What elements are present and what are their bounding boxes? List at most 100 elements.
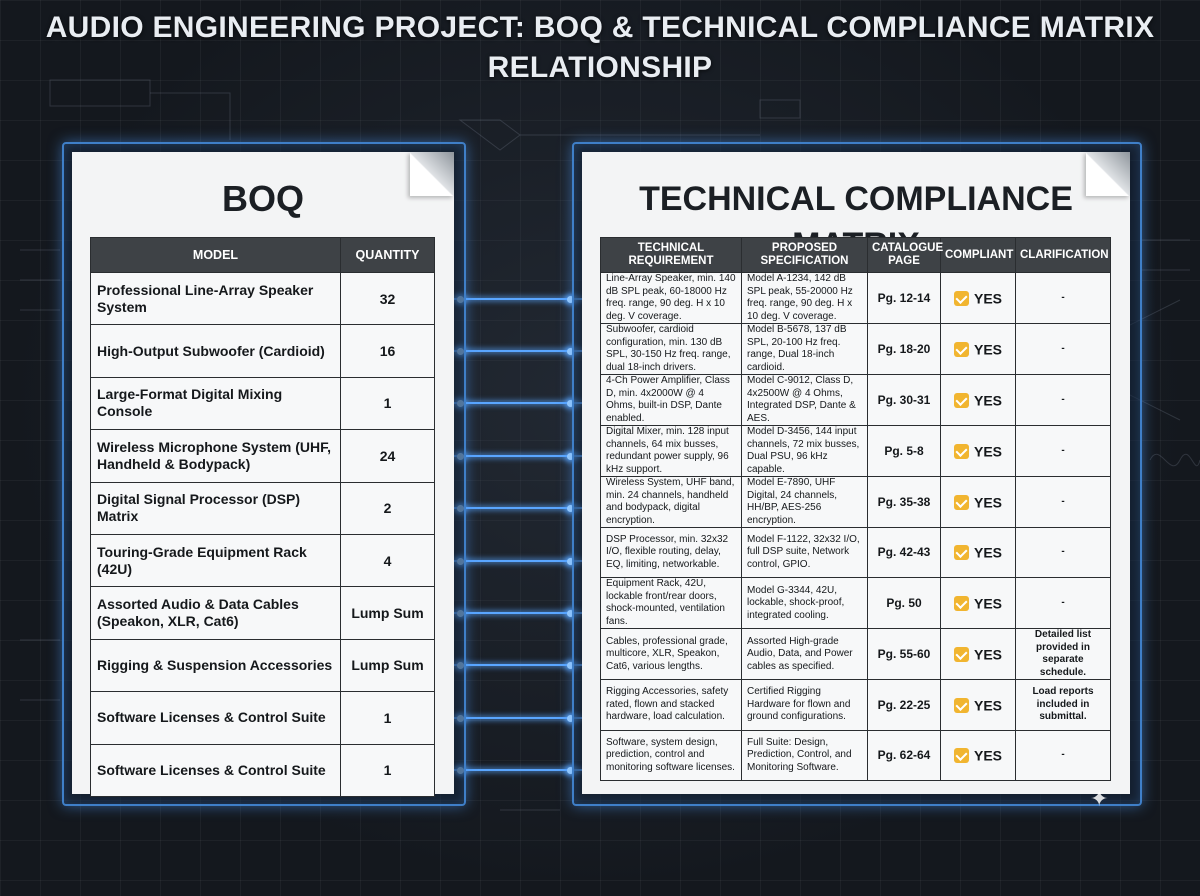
page-fold-icon bbox=[410, 152, 454, 196]
clarification-cell: - bbox=[1015, 272, 1111, 324]
boq-quantity-cell: 1 bbox=[340, 691, 435, 745]
checkbox-checked-icon bbox=[953, 443, 969, 459]
catalogue-page-cell: Pg. 55-60 bbox=[867, 628, 941, 681]
specification-cell: Model A-1234, 142 dB SPL peak, 55-20000 … bbox=[741, 272, 868, 324]
boq-model-cell: Software Licenses & Control Suite bbox=[90, 743, 341, 797]
catalogue-page-cell: Pg. 5-8 bbox=[867, 425, 941, 477]
checkbox-checked-icon bbox=[953, 392, 969, 408]
boq-quantity-cell: Lump Sum bbox=[340, 638, 435, 693]
boq-title: BOQ bbox=[221, 178, 304, 219]
catalogue-page-cell: Pg. 18-20 bbox=[867, 323, 941, 375]
clarification-cell: - bbox=[1015, 577, 1111, 630]
table-row: Wireless Microphone System (UHF, Handhel… bbox=[90, 429, 435, 483]
table-row: Equipment Rack, 42U, lockable front/rear… bbox=[600, 577, 1111, 630]
specification-cell: Model G-3344, 42U, lockable, shock-proof… bbox=[741, 577, 868, 630]
compliant-cell: YES bbox=[940, 729, 1016, 782]
checkbox-checked-icon bbox=[953, 494, 969, 510]
tcm-table: TECHNICAL REQUIREMENT PROPOSED SPECIFICA… bbox=[600, 237, 1111, 782]
boq-model-cell: Touring-Grade Equipment Rack (42U) bbox=[90, 533, 341, 588]
compliant-label: YES bbox=[973, 391, 1002, 408]
boq-quantity-cell: 24 bbox=[340, 429, 435, 483]
compliant-label: YES bbox=[973, 340, 1002, 357]
boq-quantity-cell: 4 bbox=[340, 533, 435, 588]
connector-line bbox=[454, 612, 582, 614]
boq-model-cell: Software Licenses & Control Suite bbox=[90, 691, 341, 745]
boq-quantity-cell: 16 bbox=[340, 324, 435, 378]
compliant-cell: YES bbox=[940, 526, 1016, 579]
table-row: High-Output Subwoofer (Cardioid) 16 bbox=[90, 324, 435, 378]
boq-model-cell: Professional Line-Array Speaker System bbox=[90, 271, 341, 326]
catalogue-page-cell: Pg. 50 bbox=[867, 577, 941, 630]
column-header-catalogue-page: CATALOGUE PAGE bbox=[867, 237, 943, 273]
clarification-cell: Load reports included in submittal. bbox=[1015, 679, 1111, 731]
compliant-cell: YES bbox=[940, 272, 1016, 324]
checkbox-checked-icon bbox=[953, 697, 969, 713]
catalogue-page-cell: Pg. 22-25 bbox=[867, 679, 941, 731]
page-title: AUDIO ENGINEERING PROJECT: BOQ & TECHNIC… bbox=[45, 11, 1155, 84]
compliant-label: YES bbox=[973, 544, 1002, 561]
compliant-label: YES bbox=[973, 493, 1002, 510]
table-row: Touring-Grade Equipment Rack (42U) 4 bbox=[90, 533, 435, 588]
specification-cell: Assorted High-grade Audio, Data, and Pow… bbox=[741, 628, 868, 681]
clarification-cell: - bbox=[1015, 729, 1111, 782]
clarification-cell: - bbox=[1015, 425, 1111, 477]
specification-cell: Model D-3456, 144 input channels, 72 mix… bbox=[741, 425, 868, 477]
table-row: Large-Format Digital Mixing Console 1 bbox=[90, 376, 435, 431]
boq-quantity-cell: 2 bbox=[340, 481, 435, 535]
table-header-row: MODEL QUANTITY bbox=[90, 237, 435, 273]
connector-node bbox=[567, 767, 574, 774]
page-fold-icon bbox=[1086, 152, 1130, 196]
specification-cell: Model E-7890, UHF Digital, 24 channels, … bbox=[741, 476, 868, 528]
specification-cell: Certified Rigging Hardware for flown and… bbox=[741, 679, 868, 731]
clarification-cell: - bbox=[1015, 374, 1111, 426]
clarification-cell: - bbox=[1015, 526, 1111, 579]
specification-cell: Model B-5678, 137 dB SPL, 20-100 Hz freq… bbox=[741, 323, 868, 375]
compliant-label: YES bbox=[973, 595, 1002, 612]
catalogue-page-cell: Pg. 62-64 bbox=[867, 729, 941, 782]
connector-line bbox=[454, 507, 582, 509]
table-row: Digital Signal Processor (DSP) Matrix 2 bbox=[90, 481, 435, 535]
boq-model-cell: High-Output Subwoofer (Cardioid) bbox=[90, 324, 341, 378]
compliant-label: YES bbox=[973, 442, 1002, 459]
table-row: Professional Line-Array Speaker System 32 bbox=[90, 271, 435, 326]
boq-quantity-cell: 32 bbox=[340, 271, 435, 326]
connector-node bbox=[567, 348, 574, 355]
column-header-clarification: CLARIFICATION bbox=[1015, 237, 1111, 273]
requirement-cell: Subwoofer, cardioid configuration, min. … bbox=[600, 323, 742, 375]
table-row: Subwoofer, cardioid configuration, min. … bbox=[600, 323, 1111, 375]
requirement-cell: Rigging Accessories, safety rated, flown… bbox=[600, 679, 742, 731]
table-row: Cables, professional grade, multicore, X… bbox=[600, 628, 1111, 681]
column-header-requirement: TECHNICAL REQUIREMENT bbox=[600, 237, 742, 273]
specification-cell: Model F-1122, 32x32 I/O, full DSP suite,… bbox=[741, 526, 868, 579]
connector-line bbox=[454, 664, 582, 666]
catalogue-page-cell: Pg. 42-43 bbox=[867, 526, 941, 579]
compliant-cell: YES bbox=[940, 323, 1016, 375]
requirement-cell: Digital Mixer, min. 128 input channels, … bbox=[600, 425, 742, 477]
connector-line bbox=[454, 717, 582, 719]
column-header-model: MODEL bbox=[90, 237, 341, 273]
compliant-label: YES bbox=[973, 646, 1002, 663]
catalogue-page-cell: Pg. 12-14 bbox=[867, 272, 941, 324]
boq-model-cell: Large-Format Digital Mixing Console bbox=[90, 376, 341, 431]
compliant-cell: YES bbox=[940, 374, 1016, 426]
checkbox-checked-icon bbox=[953, 545, 969, 561]
compliant-label: YES bbox=[973, 289, 1002, 306]
table-row: Digital Mixer, min. 128 input channels, … bbox=[600, 425, 1111, 477]
compliant-cell: YES bbox=[940, 679, 1016, 731]
boq-quantity-cell: Lump Sum bbox=[340, 586, 435, 640]
boq-model-cell: Rigging & Suspension Accessories bbox=[90, 638, 341, 693]
specification-cell: Model C-9012, Class D, 4x2500W @ 4 Ohms,… bbox=[741, 374, 868, 426]
specification-cell: Full Suite: Design, Prediction, Control,… bbox=[741, 729, 868, 782]
table-row: Assorted Audio & Data Cables (Speakon, X… bbox=[90, 586, 435, 640]
checkbox-checked-icon bbox=[953, 290, 969, 306]
compliant-cell: YES bbox=[940, 628, 1016, 681]
requirement-cell: Cables, professional grade, multicore, X… bbox=[600, 628, 742, 681]
requirement-cell: 4-Ch Power Amplifier, Class D, min. 4x20… bbox=[600, 374, 742, 426]
clarification-cell: - bbox=[1015, 476, 1111, 528]
clarification-cell: - bbox=[1015, 323, 1111, 375]
catalogue-page-cell: Pg. 35-38 bbox=[867, 476, 941, 528]
requirement-cell: Software, system design, prediction, con… bbox=[600, 729, 742, 782]
connector-line bbox=[454, 560, 582, 562]
requirement-cell: Wireless System, UHF band, min. 24 chann… bbox=[600, 476, 742, 528]
table-row: Line-Array Speaker, min. 140 dB SPL peak… bbox=[600, 272, 1111, 324]
